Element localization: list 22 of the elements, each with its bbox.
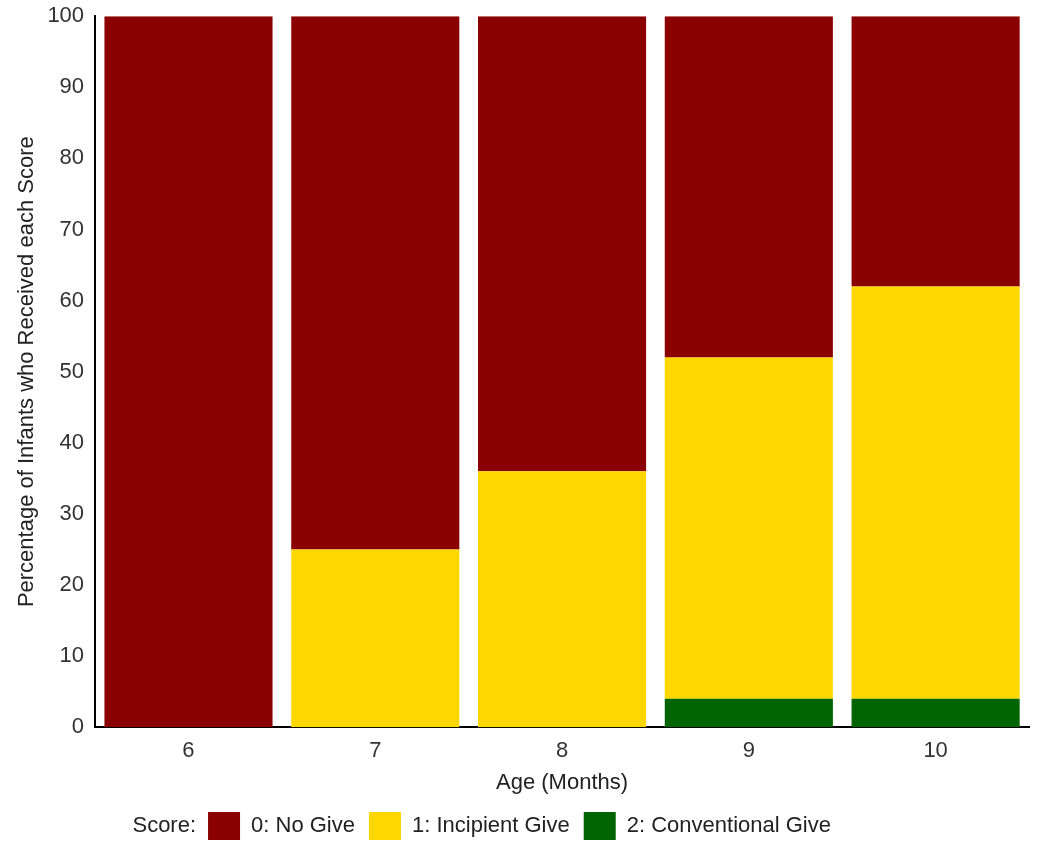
y-tick-label: 20 (59, 571, 85, 597)
x-tick-label: 8 (555, 737, 569, 763)
y-tick-label: 30 (59, 499, 85, 525)
legend-title: Score: (132, 812, 197, 838)
legend-label: 1: Incipient Give (411, 812, 570, 838)
x-tick-label: 7 (369, 737, 382, 763)
y-tick-label: 70 (59, 215, 85, 241)
y-axis-title: Percentage of Infants who Received each Score (13, 136, 39, 608)
legend-label: 2: Conventional Give (626, 812, 831, 838)
x-tick-label: 9 (742, 737, 755, 763)
y-tick-label: 80 (59, 144, 85, 170)
x-tick-label: 10 (923, 737, 948, 763)
y-tick-label: 60 (59, 286, 85, 312)
y-tick-label: 10 (59, 642, 85, 668)
y-tick-label: 100 (47, 2, 85, 28)
y-tick-label: 0 (71, 713, 85, 739)
x-axis-title: Age (Months) (496, 768, 629, 794)
y-tick-label: 90 (59, 73, 85, 99)
y-tick-label: 40 (59, 428, 85, 454)
x-tick-label: 6 (182, 737, 195, 763)
y-tick-label: 50 (59, 357, 85, 383)
legend-label: 0: No Give (251, 812, 355, 838)
